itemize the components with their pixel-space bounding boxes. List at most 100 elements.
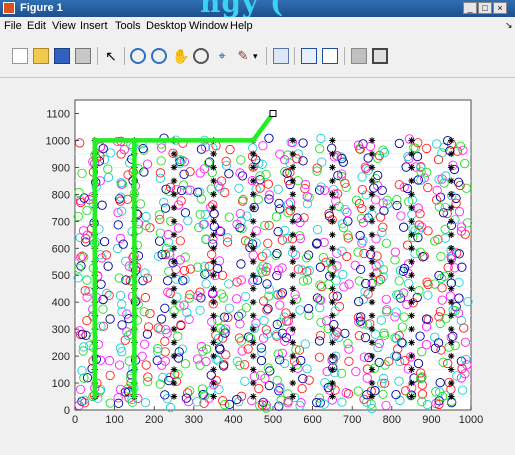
node-marker [289,204,296,212]
link-plot-icon[interactable] [273,48,289,64]
scatter-point [454,277,464,287]
scatter-point [208,143,218,153]
scatter-point [366,399,376,409]
scatter-point [417,346,427,357]
scatter-point [183,216,193,226]
scatter-point [403,278,414,289]
scatter-point [200,209,210,220]
scatter-point [323,382,333,393]
scatter-point [263,179,273,189]
scatter-point [263,304,273,314]
scatter-point [224,212,234,222]
scatter-point [435,306,446,317]
scatter-point [155,173,166,183]
scatter-point [142,159,153,169]
scatter-point [78,346,88,356]
colorbar-icon[interactable] [301,48,317,64]
maximize-button[interactable]: □ [478,2,492,14]
scatter-point [222,237,233,247]
print-icon[interactable] [75,48,91,64]
scatter-point [422,143,432,154]
scatter-point [236,259,246,269]
scatter-point [277,235,287,245]
scatter-point [377,378,387,388]
scatter-point [264,133,274,143]
menu-view[interactable]: View [52,20,76,32]
menu-overflow-icon[interactable]: ↘ [505,20,513,30]
node-marker [289,285,296,292]
scatter-point [312,397,322,408]
zoom-out-icon[interactable] [151,48,167,64]
node-marker [329,379,336,387]
scatter-point [337,246,347,256]
scatter-point [315,262,326,272]
scatter-point [234,183,244,193]
zoom-in-icon[interactable] [130,48,146,64]
node-marker [210,231,217,238]
scatter-point [314,295,325,305]
menu-window[interactable]: Window [189,20,229,32]
legend-icon[interactable] [322,48,338,64]
hide-plot-tools-icon[interactable] [351,48,367,64]
node-marker [210,245,217,252]
save-icon[interactable] [54,48,70,64]
brush-icon[interactable]: ✎ [237,48,249,63]
scatter-point [421,314,432,324]
node-marker [368,325,376,333]
scatter-point [255,175,265,185]
scatter-point [262,305,272,315]
node-marker [289,393,296,400]
scatter-point [436,251,446,262]
menu-edit[interactable]: Edit [27,20,46,32]
scatter-point [276,290,286,300]
menu-help[interactable]: Help [230,20,253,32]
scatter-point [434,312,444,322]
scatter-point [271,330,281,340]
node-marker [368,366,376,373]
brush-dropdown-icon[interactable]: ▾ [253,51,258,61]
rotate-3d-icon[interactable] [193,48,209,64]
scatter-point [415,331,425,341]
scatter-point [332,327,342,337]
scatter-point [355,264,366,275]
x-tick-label: 300 [185,414,203,426]
scatter-point [193,262,203,272]
scatter-point [271,212,282,222]
scatter-point [354,296,364,307]
node-marker [170,339,178,346]
close-button[interactable]: × [493,2,507,14]
show-plot-tools-icon[interactable] [372,48,388,64]
route-end-marker [269,109,277,117]
menu-file[interactable]: File [4,20,22,32]
scatter-point [273,226,283,237]
menu-desktop[interactable]: Desktop [146,20,187,32]
scatter-point [241,303,251,313]
scatter-point [334,201,344,212]
new-file-icon[interactable] [12,48,28,64]
minimize-button[interactable]: _ [463,2,477,14]
node-marker [368,393,376,400]
menu-insert[interactable]: Insert [80,20,108,32]
scatter-point [165,288,175,299]
node-marker [408,352,415,360]
node-marker [329,177,336,185]
pan-icon[interactable]: ✋ [172,48,190,64]
menu-tools[interactable]: Tools [115,20,141,32]
pointer-icon[interactable]: ↖ [105,48,117,64]
node-marker [170,285,178,292]
scatter-point [117,299,127,309]
node-marker [170,352,178,360]
scatter-point [359,248,369,259]
node-marker [408,137,415,144]
open-folder-icon[interactable] [33,48,49,64]
scatter-point [273,289,283,299]
scatter-point [453,308,464,318]
scatter-point [216,226,226,237]
scatter-point [353,140,364,150]
data-cursor-icon[interactable]: ⌖ [218,48,226,63]
scatter-point [204,261,214,271]
node-marker [250,312,257,319]
node-marker [329,191,336,198]
node-marker [329,339,336,346]
node-marker [250,150,257,158]
